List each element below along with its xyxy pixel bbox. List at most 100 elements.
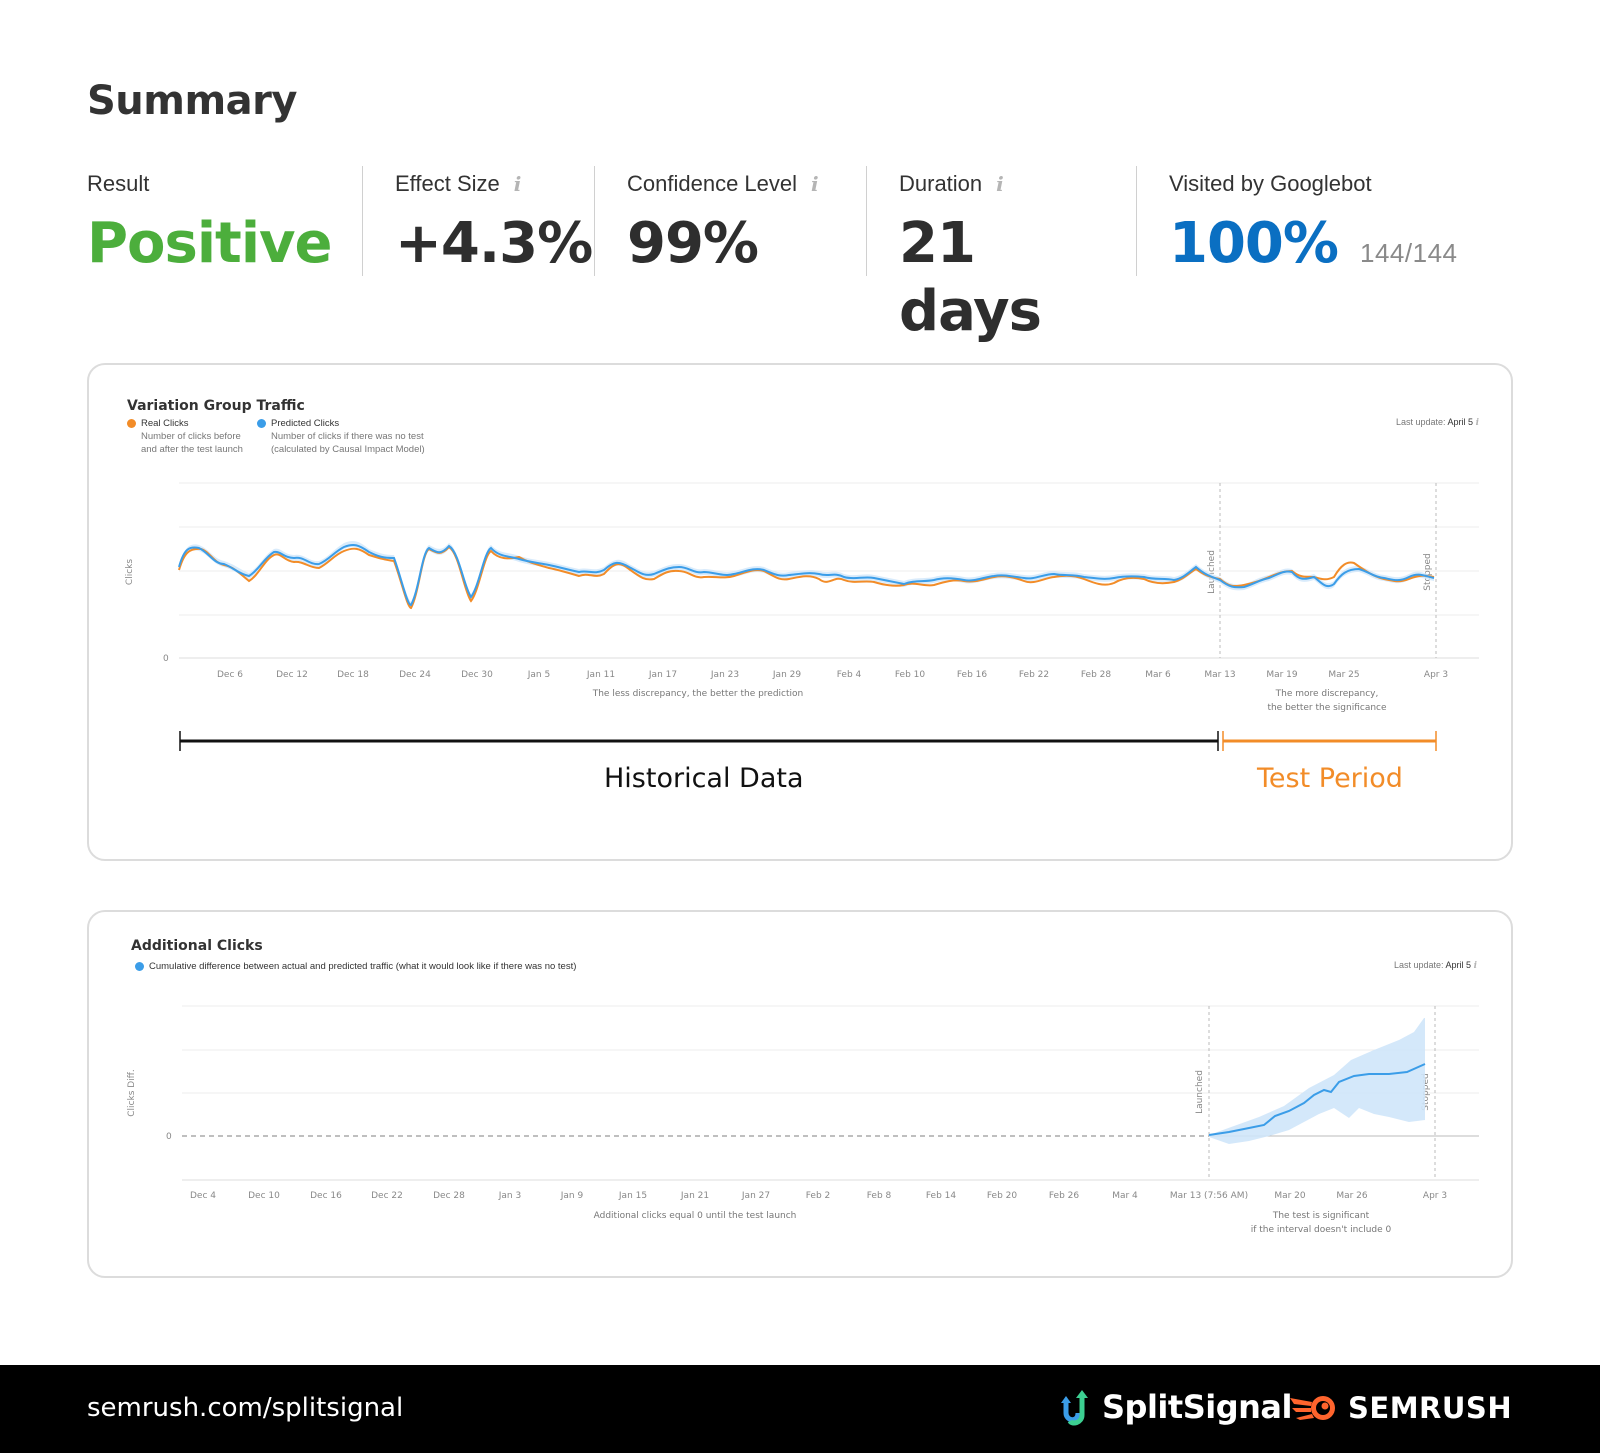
launched-marker: Launched [1207,550,1217,594]
splitsignal-arrows-icon [1061,1390,1088,1426]
summary-title: Summary [87,78,297,124]
svg-text:Mar 6: Mar 6 [1145,670,1171,680]
svg-text:Dec 10: Dec 10 [248,1191,280,1201]
svg-text:Mar 13 (7:56 AM): Mar 13 (7:56 AM) [1170,1191,1248,1201]
note-right-1: The more discrepancy, [1275,689,1379,699]
svg-text:Dec 22: Dec 22 [371,1191,403,1201]
legend-predicted-clicks[interactable]: Predicted Clicks Number of clicks if the… [257,417,425,456]
test-period-label: Test Period [1257,763,1403,794]
svg-text:Feb 20: Feb 20 [987,1191,1018,1201]
info-icon[interactable]: i [811,172,819,196]
note-right-2: if the interval doesn't include 0 [1251,1225,1392,1235]
effect-size-value: +4.3% [395,211,593,276]
svg-text:Feb 2: Feb 2 [806,1191,831,1201]
metric-label: Result [87,171,150,196]
footer: semrush.com/splitsignal SplitSignal SEMR… [0,1365,1600,1453]
y-zero-label: 0 [166,1132,172,1142]
svg-text:Dec 30: Dec 30 [461,670,493,680]
metric-label: Visited by Googlebot [1169,171,1372,196]
semrush-flame-icon [1290,1396,1335,1420]
additional-clicks-card: Additional Clicks Cumulative difference … [87,910,1513,1278]
svg-text:Jan 5: Jan 5 [527,670,550,680]
svg-text:Mar 26: Mar 26 [1336,1191,1368,1201]
note-left: The less discrepancy, the better the pre… [592,689,804,699]
variation-traffic-card: Variation Group Traffic Real Clicks Numb… [87,363,1513,861]
y-axis-label: Clicks [125,559,135,585]
test-period-bracket [1222,731,1437,751]
info-icon[interactable]: i [996,172,1004,196]
note-right-2: the better the significance [1267,703,1387,713]
historical-bracket [179,731,1219,751]
svg-text:Mar 4: Mar 4 [1112,1191,1138,1201]
info-icon[interactable]: i [1475,418,1479,428]
svg-text:Feb 4: Feb 4 [837,670,862,680]
x-axis-ticks: Dec 6 Dec 12 Dec 18 Dec 24 Dec 30 Jan 5 … [217,670,1448,680]
svg-text:Mar 25: Mar 25 [1328,670,1359,680]
svg-text:Dec 12: Dec 12 [276,670,308,680]
svg-text:Dec 18: Dec 18 [337,670,369,680]
svg-text:Feb 8: Feb 8 [867,1191,892,1201]
duration-value: 21 days [899,211,1042,344]
launched-marker: Launched [1195,1070,1205,1114]
svg-text:Dec 16: Dec 16 [310,1191,342,1201]
metric-googlebot: Visited by Googlebot 100% 144/144 [1136,166,1488,276]
svg-text:Mar 20: Mar 20 [1274,1191,1306,1201]
svg-text:Jan 27: Jan 27 [741,1191,770,1201]
blue-dot-icon [257,419,266,428]
metrics-row: Result Positive Effect Size i +4.3% Confi… [87,166,1488,344]
googlebot-count: 144/144 [1360,238,1458,268]
splitsignal-logo: SplitSignal [1060,1387,1292,1427]
note-left: Additional clicks equal 0 until the test… [594,1211,797,1221]
x-axis-ticks: Dec 4 Dec 10 Dec 16 Dec 22 Dec 28 Jan 3 … [190,1191,1447,1201]
svg-text:Mar 13: Mar 13 [1204,670,1235,680]
svg-text:Jan 17: Jan 17 [648,670,677,680]
svg-text:Feb 22: Feb 22 [1019,670,1049,680]
svg-text:Dec 24: Dec 24 [399,670,431,680]
metric-label: Duration [899,171,983,196]
metric-result: Result Positive [87,166,362,276]
semrush-logo: SEMRUSH [1290,1391,1512,1425]
metric-effect-size: Effect Size i +4.3% [362,166,594,276]
confidence-value: 99% [627,211,759,276]
svg-text:Jan 23: Jan 23 [710,670,739,680]
svg-text:Feb 26: Feb 26 [1049,1191,1080,1201]
svg-text:Mar 19: Mar 19 [1266,670,1298,680]
metric-duration: Duration i 21 days [866,166,1136,344]
legend-real-clicks[interactable]: Real Clicks Number of clicks before and … [127,417,243,456]
info-icon[interactable]: i [1473,961,1477,971]
svg-text:Dec 4: Dec 4 [190,1191,216,1201]
metric-confidence-level: Confidence Level i 99% [594,166,866,276]
stopped-marker: Stopped [1421,1073,1431,1110]
svg-text:Jan 21: Jan 21 [680,1191,709,1201]
svg-text:Jan 3: Jan 3 [498,1191,521,1201]
y-axis-label: Clicks Diff. [127,1069,137,1117]
info-icon[interactable]: i [513,172,522,196]
svg-text:Apr 3: Apr 3 [1424,670,1448,680]
metric-label: Confidence Level [627,171,798,196]
svg-text:Feb 16: Feb 16 [957,670,988,680]
svg-text:Feb 14: Feb 14 [926,1191,957,1201]
chart-title: Additional Clicks [131,938,263,954]
historical-data-label: Historical Data [604,763,804,794]
result-value: Positive [87,211,332,276]
svg-text:Apr 3: Apr 3 [1423,1191,1447,1201]
additional-clicks-chart: 0 Clicks Diff. Launched Stopped Dec 4 De… [127,1005,1479,1235]
svg-text:Dec 6: Dec 6 [217,670,243,680]
svg-text:Jan 29: Jan 29 [772,670,801,680]
last-update: Last update: April 5 i [1393,960,1477,971]
note-right-1: The test is significant [1272,1211,1370,1221]
googlebot-value: 100% [1169,211,1339,276]
footer-url-link[interactable]: semrush.com/splitsignal [87,1393,404,1423]
svg-text:Feb 10: Feb 10 [895,670,926,680]
chart-title: Variation Group Traffic [127,398,305,414]
svg-text:Feb 28: Feb 28 [1081,670,1112,680]
svg-text:Jan 11: Jan 11 [586,670,615,680]
svg-text:Jan 9: Jan 9 [560,1191,584,1201]
traffic-line-chart: 0 Clicks Launched Stopped Dec 6 Dec 12 D… [125,482,1479,751]
legend-cumulative-diff[interactable]: Cumulative difference between actual and… [135,960,576,973]
blue-dot-icon [135,962,144,971]
svg-text:Jan 15: Jan 15 [618,1191,647,1201]
last-update: Last update: April 5 i [1395,417,1479,428]
y-zero-label: 0 [163,654,169,664]
stopped-marker: Stopped [1423,553,1433,590]
